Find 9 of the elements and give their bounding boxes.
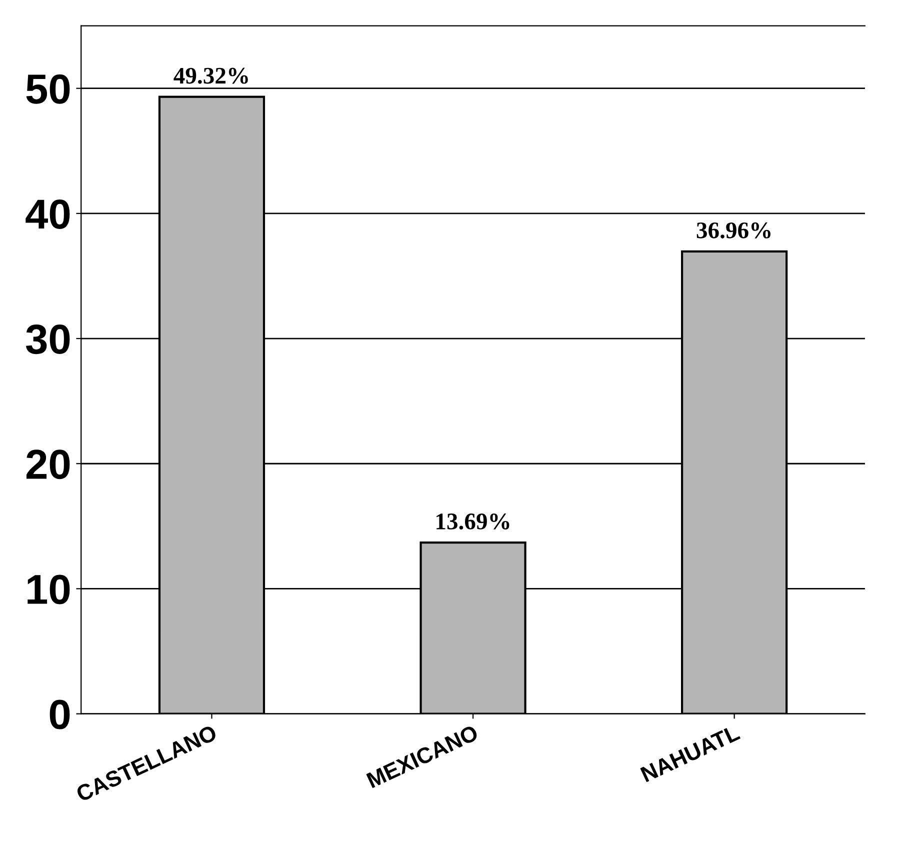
y-tick-label: 40 <box>26 199 70 229</box>
y-tick-label: 50 <box>26 74 70 104</box>
data-label: 49.32% <box>174 68 248 84</box>
data-label: 13.69% <box>436 513 510 530</box>
y-tick-label: 10 <box>28 574 70 604</box>
y-tick-label: 20 <box>26 450 70 480</box>
data-label: 36.96% <box>696 222 770 238</box>
y-tick-label: 30 <box>26 324 70 354</box>
y-tick-label: 0 <box>50 700 70 730</box>
